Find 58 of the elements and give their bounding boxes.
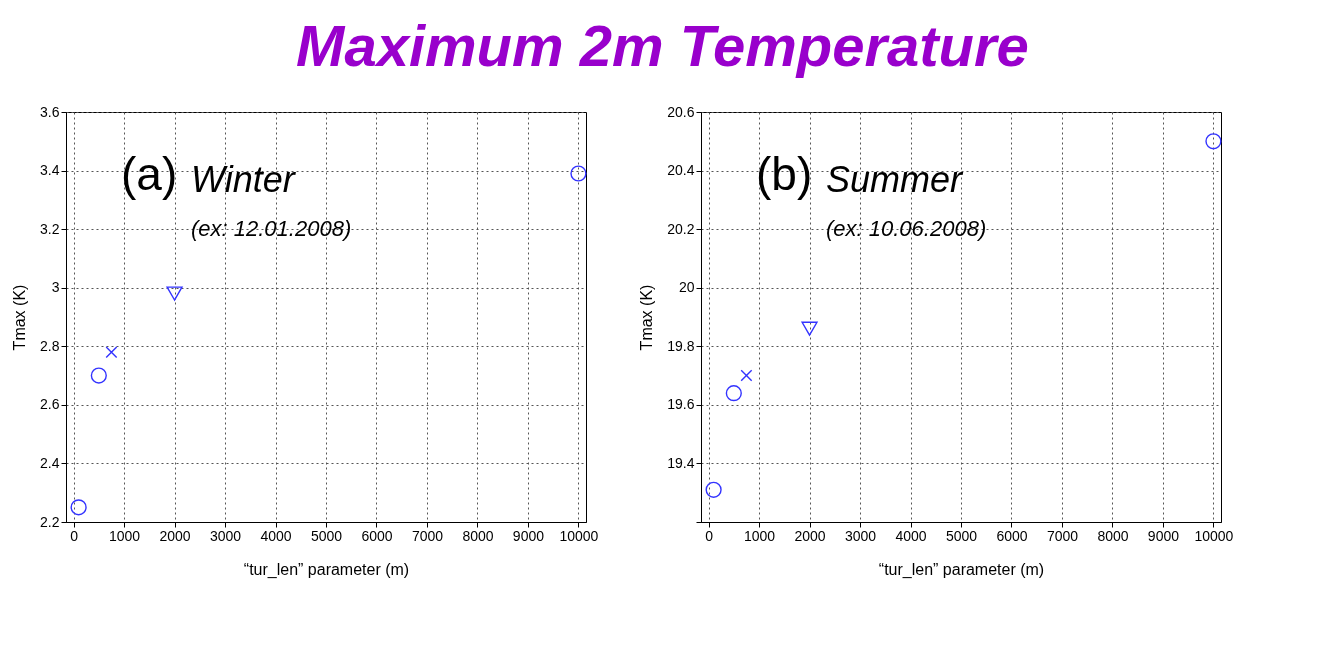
x-tick-label: 2000 — [159, 527, 191, 544]
y-tick-label: 19.8 — [667, 337, 695, 354]
x-tick-label: 5000 — [310, 527, 343, 544]
x-tick-label: 5000 — [945, 527, 978, 544]
point — [70, 499, 87, 516]
chart-title: Maximum 2m Temperature — [295, 12, 1030, 80]
x-tick-label: 6000 — [361, 527, 393, 544]
x-tick-label: 7000 — [411, 527, 444, 544]
annotation: (ex: 10.06.2008) — [826, 216, 987, 241]
point — [725, 385, 742, 402]
point — [705, 481, 722, 498]
x-tick-label: 1000 — [743, 527, 776, 544]
y-tick-label: 20.4 — [667, 162, 695, 179]
x-tick-label: 6000 — [996, 527, 1028, 544]
y-tick-label: 3 — [51, 279, 60, 296]
x-axis-title: “tur_len” parameter (m) — [878, 560, 1045, 579]
x-tick-label: 4000 — [260, 527, 292, 544]
x-tick-label: 4000 — [895, 527, 927, 544]
x-tick-label: 10000 — [559, 527, 599, 544]
y-tick-label: 3.2 — [40, 220, 60, 237]
x-tick-label: 8000 — [462, 527, 494, 544]
point — [570, 165, 587, 182]
annotation: (a) — [121, 148, 178, 200]
annotation: (ex: 12.01.2008) — [191, 216, 352, 241]
y-axis-title: Tmax (K) — [638, 284, 656, 351]
point — [1205, 133, 1222, 150]
annotation: (b) — [756, 148, 813, 200]
y-tick-label: 19.6 — [667, 396, 695, 413]
y-tick-label: 2.6 — [40, 396, 60, 413]
annotation: Winter — [191, 159, 297, 200]
x-tick-label: 2000 — [794, 527, 826, 544]
y-tick-label: 20.2 — [667, 220, 695, 237]
x-tick-label: 8000 — [1097, 527, 1129, 544]
x-tick-label: 9000 — [1147, 527, 1180, 544]
y-axis-title: Tmax (K) — [11, 284, 29, 351]
x-tick-label: 1000 — [108, 527, 141, 544]
y-tick-label: 2.4 — [40, 454, 60, 471]
y-tick-label: 20.6 — [667, 103, 695, 120]
x-axis-title: “tur_len” parameter (m) — [243, 560, 410, 579]
annotation: Summer — [826, 159, 965, 200]
y-tick-label: 3.4 — [40, 162, 60, 179]
y-tick-label: 2.8 — [40, 337, 60, 354]
x-tick-label: 3000 — [844, 527, 877, 544]
x-tick-label: 9000 — [512, 527, 545, 544]
point — [801, 321, 818, 336]
x-tick-label: 10000 — [1194, 527, 1234, 544]
x-tick-label: 0 — [705, 527, 714, 544]
point — [105, 346, 118, 359]
point — [90, 367, 107, 384]
y-tick-label: 20 — [678, 279, 695, 296]
point — [166, 286, 183, 301]
x-tick-label: 3000 — [209, 527, 242, 544]
point — [740, 369, 753, 382]
y-tick-label: 3.6 — [40, 103, 60, 120]
y-tick-label: 2.2 — [40, 513, 60, 530]
y-tick-label: 19.4 — [667, 454, 695, 471]
x-tick-label: 7000 — [1046, 527, 1079, 544]
x-tick-label: 0 — [70, 527, 79, 544]
